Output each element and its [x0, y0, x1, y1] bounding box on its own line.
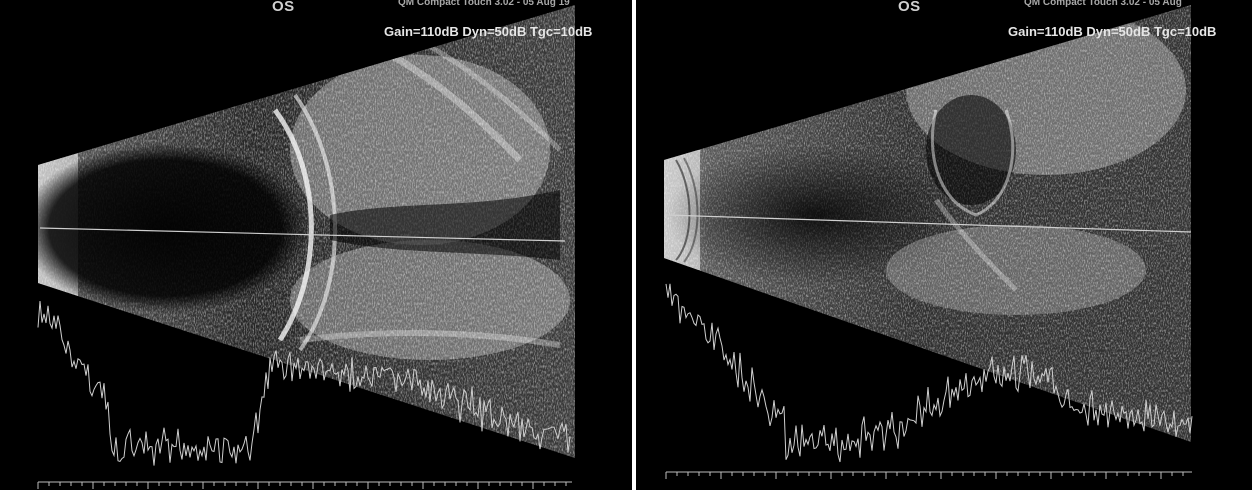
left-depth-ruler [37, 481, 572, 489]
right-eye-label: OS [898, 0, 921, 15]
left-scan-marker-line [39, 227, 566, 242]
left-device-info: QM Compact Touch 3.02 - 05 Aug 19 [398, 0, 570, 8]
right-gain-settings: Gain=110dB Dyn=50dB Tgc=10dB [1008, 24, 1217, 39]
right-device-info: QM Compact Touch 3.02 - 05 Aug [1024, 0, 1182, 8]
right-depth-ruler [665, 471, 1192, 479]
right-scan-fan [664, 5, 1191, 442]
left-gain-settings: Gain=110dB Dyn=50dB Tgc=10dB [384, 24, 593, 39]
left-a-scan-trace [37, 300, 571, 466]
right-ultrasound-panel: OS QM Compact Touch 3.02 - 05 Aug Gain=1… [636, 0, 1252, 490]
left-scan-fan [38, 5, 575, 458]
right-a-scan-trace [665, 283, 1193, 463]
right-bscan-image [664, 5, 1193, 479]
left-eye-label: OS [272, 0, 295, 15]
left-bscan-image [37, 5, 575, 489]
right-scan-marker-line [665, 214, 1192, 233]
left-ultrasound-panel: OS QM Compact Touch 3.02 - 05 Aug 19 Gai… [0, 0, 632, 490]
